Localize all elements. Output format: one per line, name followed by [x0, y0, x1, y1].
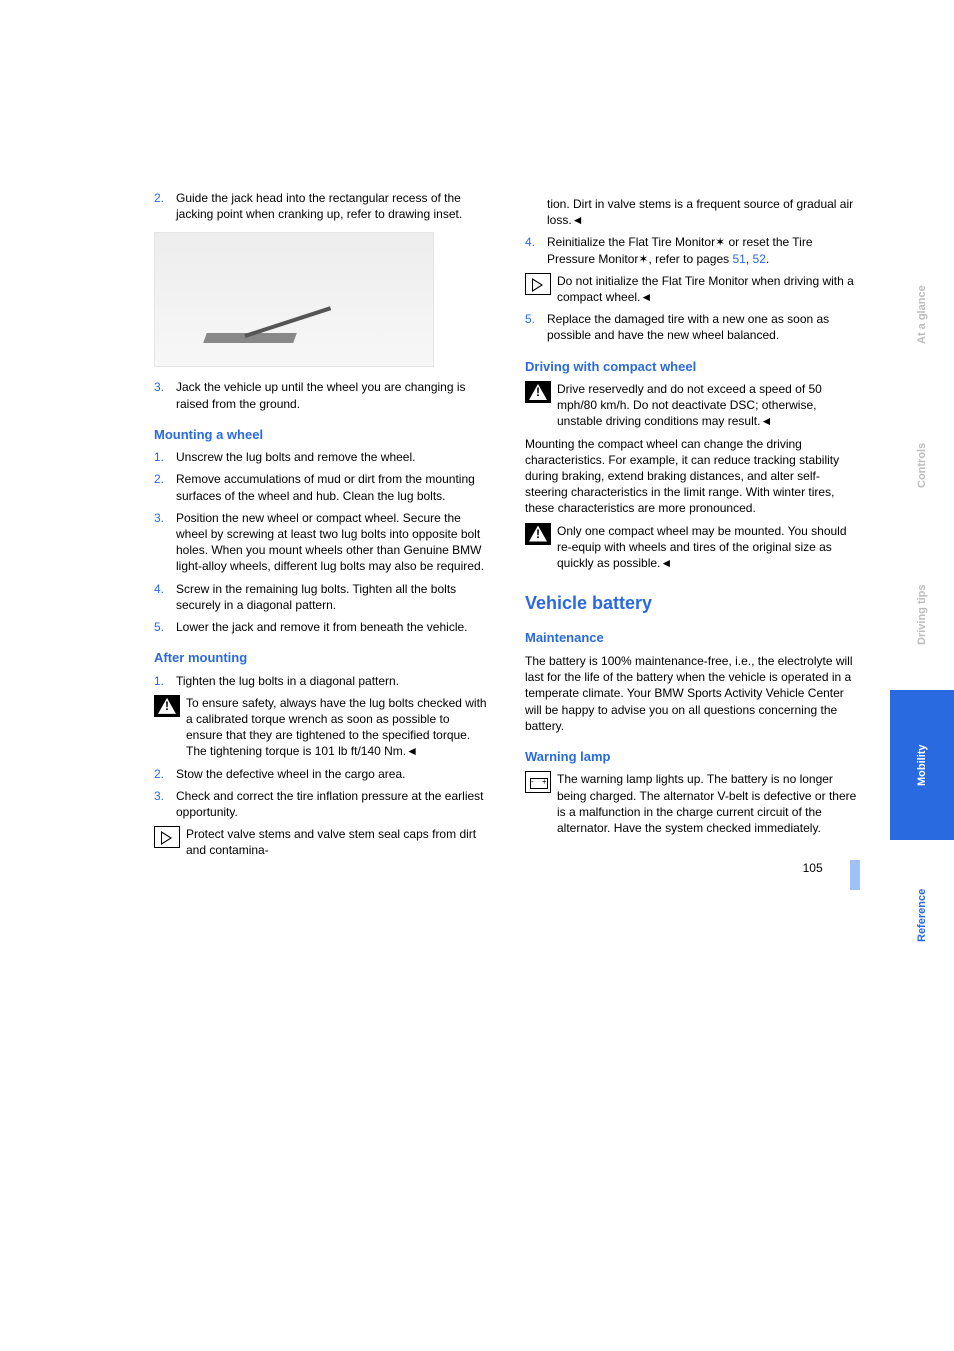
right-steps-5: 5. Replace the damaged tire with a new o…: [525, 311, 860, 343]
warning-icon: [525, 381, 551, 403]
step-text: Reinitialize the Flat Tire Monitor✶ or r…: [547, 234, 860, 266]
step-4: 4. Reinitialize the Flat Tire Monitor✶ o…: [525, 234, 860, 266]
warning-text: To ensure safety, always have the lug bo…: [186, 695, 489, 760]
step-5: 5. Replace the damaged tire with a new o…: [525, 311, 860, 343]
step-text: Unscrew the lug bolts and remove the whe…: [176, 449, 489, 465]
step-text: Tighten the lug bolts in a diagonal patt…: [176, 673, 489, 689]
jack-illustration: [154, 232, 434, 367]
step-text: Stow the defective wheel in the cargo ar…: [176, 766, 489, 782]
maintenance-paragraph: The battery is 100% maintenance-free, i.…: [525, 653, 860, 734]
maintenance-heading: Maintenance: [525, 629, 860, 647]
step-number: 2.: [154, 190, 176, 222]
left-column: 2. Guide the jack head into the rectangu…: [154, 190, 489, 1291]
jack-steps-cont: 2. Guide the jack head into the rectangu…: [154, 190, 489, 222]
star-icon: ✶: [638, 252, 648, 266]
step-3: 3. Jack the vehicle up until the wheel y…: [154, 379, 489, 411]
step-2: 2. Guide the jack head into the rectangu…: [154, 190, 489, 222]
step-text: Check and correct the tire inflation pre…: [176, 788, 489, 820]
warning-lamp-text: The warning lamp lights up. The battery …: [557, 771, 860, 836]
valve-stem-tip: Protect valve stems and valve stem seal …: [154, 826, 489, 858]
tab-controls[interactable]: Controls: [890, 390, 954, 540]
page-link-51[interactable]: 51: [732, 252, 745, 266]
warning-text: Only one compact wheel may be mounted. Y…: [557, 523, 860, 572]
step-number: 2.: [154, 471, 176, 503]
mounting-steps: 1. Unscrew the lug bolts and remove the …: [154, 449, 489, 635]
page-number: 105: [803, 861, 823, 875]
step-text: Position the new wheel or compact wheel.…: [176, 510, 489, 575]
step-number: 4.: [154, 581, 176, 613]
tab-reference[interactable]: Reference: [890, 840, 954, 990]
side-tabs: At a glance Controls Driving tips Mobili…: [890, 0, 954, 1351]
after-steps-2: 2. Stow the defective wheel in the cargo…: [154, 766, 489, 821]
page: 2. Guide the jack head into the rectangu…: [0, 0, 954, 1351]
step-number: 3.: [154, 379, 176, 411]
step-number: 1.: [154, 449, 176, 465]
step-number: 5.: [154, 619, 176, 635]
tab-mobility[interactable]: Mobility: [890, 690, 954, 840]
content-area: 2. Guide the jack head into the rectangu…: [0, 0, 890, 1351]
compact-warning-2: Only one compact wheel may be mounted. Y…: [525, 523, 860, 572]
warning-text: Drive reservedly and do not exceed a spe…: [557, 381, 860, 430]
compact-warning-1: Drive reservedly and do not exceed a spe…: [525, 381, 860, 430]
m-step-4: 4. Screw in the remaining lug bolts. Tig…: [154, 581, 489, 613]
page-number-bar: [850, 860, 860, 890]
step-number: 2.: [154, 766, 176, 782]
jack-drawing: [195, 293, 335, 343]
page-link-52[interactable]: 52: [753, 252, 766, 266]
star-icon: ✶: [715, 235, 725, 249]
step-text: Remove accumulations of mud or dirt from…: [176, 471, 489, 503]
step-text: Guide the jack head into the rectangular…: [176, 190, 489, 222]
step-text: Replace the damaged tire with a new one …: [547, 311, 860, 343]
step-text: Lower the jack and remove it from beneat…: [176, 619, 489, 635]
flat-tire-tip: Do not initialize the Flat Tire Monitor …: [525, 273, 860, 305]
period: .: [766, 252, 769, 266]
tip-text: Protect valve stems and valve stem seal …: [186, 826, 489, 858]
a-step-2: 2. Stow the defective wheel in the cargo…: [154, 766, 489, 782]
battery-icon: [525, 771, 551, 793]
after-mounting-heading: After mounting: [154, 649, 489, 667]
continuation-text: tion. Dirt in valve stems is a frequent …: [547, 196, 860, 228]
mounting-heading: Mounting a wheel: [154, 426, 489, 444]
s4c: , refer to pages: [648, 252, 732, 266]
compact-paragraph: Mounting the compact wheel can change th…: [525, 436, 860, 517]
driving-compact-heading: Driving with compact wheel: [525, 358, 860, 376]
right-steps: 4. Reinitialize the Flat Tire Monitor✶ o…: [525, 234, 860, 266]
after-steps: 1. Tighten the lug bolts in a diagonal p…: [154, 673, 489, 689]
warning-icon: [525, 523, 551, 545]
torque-warning: To ensure safety, always have the lug bo…: [154, 695, 489, 760]
tip-icon: [154, 826, 180, 848]
step-text: Jack the vehicle up until the wheel you …: [176, 379, 489, 411]
warning-icon: [154, 695, 180, 717]
tip-text: Do not initialize the Flat Tire Monitor …: [557, 273, 860, 305]
comma: ,: [746, 252, 753, 266]
a-step-3: 3. Check and correct the tire inflation …: [154, 788, 489, 820]
tip-icon: [525, 273, 551, 295]
warning-lamp-heading: Warning lamp: [525, 748, 860, 766]
a-step-1: 1. Tighten the lug bolts in a diagonal p…: [154, 673, 489, 689]
step-text: Screw in the remaining lug bolts. Tighte…: [176, 581, 489, 613]
step-number: 3.: [154, 510, 176, 575]
right-column: tion. Dirt in valve stems is a frequent …: [525, 190, 860, 1291]
s4a: Reinitialize the Flat Tire Monitor: [547, 235, 715, 249]
m-step-3: 3. Position the new wheel or compact whe…: [154, 510, 489, 575]
tab-at-a-glance[interactable]: At a glance: [890, 240, 954, 390]
step-number: 5.: [525, 311, 547, 343]
m-step-2: 2. Remove accumulations of mud or dirt f…: [154, 471, 489, 503]
step-number: 1.: [154, 673, 176, 689]
step-number: 3.: [154, 788, 176, 820]
m-step-1: 1. Unscrew the lug bolts and remove the …: [154, 449, 489, 465]
warning-lamp-block: The warning lamp lights up. The battery …: [525, 771, 860, 836]
jack-steps-3: 3. Jack the vehicle up until the wheel y…: [154, 379, 489, 411]
page-number-block: 105: [525, 860, 860, 890]
step-number: 4.: [525, 234, 547, 266]
vehicle-battery-heading: Vehicle battery: [525, 591, 860, 615]
tab-driving-tips[interactable]: Driving tips: [890, 540, 954, 690]
m-step-5: 5. Lower the jack and remove it from ben…: [154, 619, 489, 635]
